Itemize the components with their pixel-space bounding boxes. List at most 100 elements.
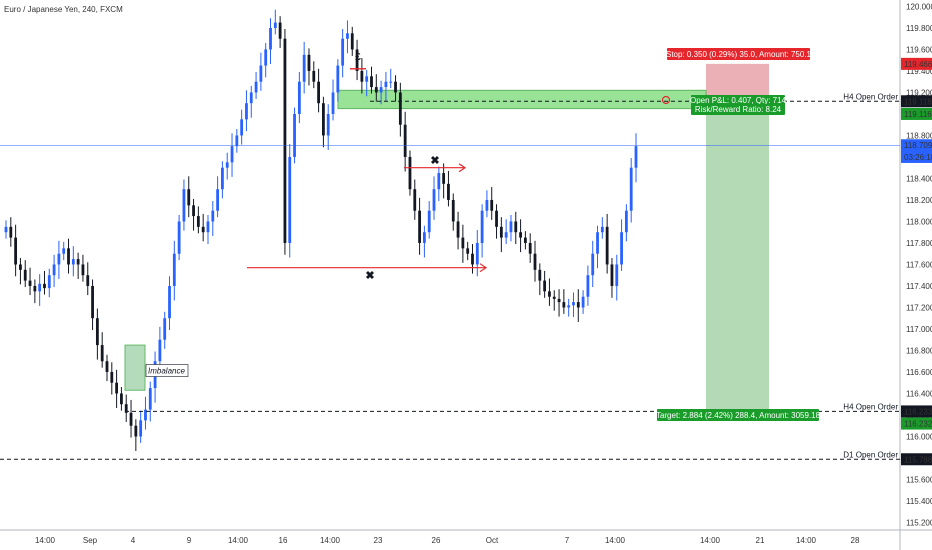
candle-body [600, 226, 604, 233]
d1-price-tag-bg [901, 453, 932, 466]
candle-body [283, 38, 287, 243]
x-tick-label: 23 [374, 536, 383, 545]
entry-price-tag-b-bg [901, 107, 932, 120]
candle-body [615, 264, 619, 286]
candle-body [634, 146, 638, 168]
candle-body [62, 248, 66, 254]
price-labels: Stop: 0.350 (0.29%) 35.0, Amount: 750.1 O… [656, 48, 932, 466]
candle-body [572, 302, 575, 306]
x-tick-label: Sep [83, 536, 98, 545]
candle-body [182, 189, 186, 222]
candle-body [4, 226, 8, 233]
candle-body [605, 226, 609, 265]
candle-body [254, 81, 258, 93]
candle-body [394, 81, 397, 93]
imbalance-label-box [145, 364, 189, 377]
candle-body [480, 210, 484, 243]
y-tick-label: 118.200 [906, 196, 932, 205]
x-tick-label: 14:00 [605, 536, 626, 545]
candle-body [317, 81, 320, 104]
candle-body [389, 81, 393, 83]
candle-body [557, 298, 561, 303]
y-tick-label: 116.400 [906, 389, 932, 398]
candle-body [139, 420, 143, 437]
candle-body [206, 221, 210, 233]
candle-body [350, 33, 354, 50]
candle-body [490, 199, 494, 211]
candle-body [148, 388, 152, 410]
open-pl-label-bg [691, 95, 785, 106]
candle-body [629, 167, 633, 211]
candle-body [245, 103, 248, 120]
order-line-label: H4 Open Order [843, 92, 898, 101]
candle-body [418, 210, 421, 243]
low-sweep-arrow-head [479, 263, 488, 273]
candle-body [447, 183, 450, 200]
x-tick-label: Oct [486, 536, 499, 545]
target-zone [706, 101, 769, 412]
candle-body [379, 87, 383, 93]
target-label-bg [657, 409, 819, 421]
candle-body [370, 76, 373, 88]
x-tick-label: 14:00 [35, 536, 56, 545]
candle-body [14, 237, 18, 265]
x-tick-label: 4 [131, 536, 136, 545]
candle-body [28, 280, 32, 286]
candle-body [19, 264, 22, 270]
candle-body [201, 226, 205, 233]
x-tick-label: 9 [187, 536, 192, 545]
y-tick-label: 116.800 [906, 346, 932, 355]
current-price-tag-bg [901, 139, 932, 152]
y-tick-label: 118.400 [906, 174, 932, 183]
candle-body [538, 269, 542, 281]
y-tick-label: 117.200 [906, 303, 932, 312]
candle-body [620, 232, 623, 265]
candle-body [528, 242, 532, 254]
candle-body [519, 232, 522, 238]
y-tick-label: 119.400 [906, 67, 932, 76]
y-tick-label: 120.000 [906, 2, 932, 11]
y-tick-label: 118.800 [906, 131, 932, 140]
x-tick-label: 26 [432, 536, 441, 545]
candle-body [196, 216, 200, 227]
candle-body [475, 242, 479, 265]
candle-body [365, 76, 369, 82]
candle-body [514, 221, 518, 233]
candle-body [581, 296, 585, 308]
candle-body [293, 113, 296, 157]
candle-body [471, 253, 474, 265]
time-axis[interactable]: 14:00 Sep 4 9 14:00 16 14:00 23 26 Oct 7 14:00 14:00… [35, 536, 860, 545]
candle-body [38, 283, 42, 292]
candle-body [177, 221, 181, 254]
candle-body [273, 22, 277, 28]
candle-body [240, 119, 244, 136]
candle-body [307, 54, 311, 71]
y-tick-label: 118.000 [906, 217, 932, 226]
candle-body [422, 232, 426, 243]
y-tick-label: 117.800 [906, 239, 932, 248]
x-tick-label: 14:00 [796, 536, 817, 545]
candle-body [163, 318, 167, 340]
candle-body [331, 92, 335, 114]
candle-body [211, 210, 215, 222]
candle-body [264, 49, 268, 66]
candle-body [461, 237, 465, 249]
candle-body [9, 226, 13, 238]
order-line-label: D1 Open Order [843, 450, 898, 459]
candle-body [134, 425, 138, 437]
candle-body [499, 226, 503, 238]
candle-body [259, 65, 263, 82]
target-price-tag-b-bg [901, 417, 932, 430]
open-pl-label: Open P&L: 0.407, Qty: 714 [690, 96, 787, 105]
candle-body [562, 302, 566, 308]
candle-body [442, 173, 446, 184]
candle-body [437, 173, 441, 190]
target-label: Target: 2.884 (2.42%) 288.4, Amount: 305… [656, 411, 821, 420]
target-price-tag-b: 116.232 [904, 420, 932, 429]
entry-price-tag-bg [901, 95, 932, 108]
candle-body [451, 199, 455, 222]
candle-body [591, 253, 595, 276]
current-price-tag: 118.709 [904, 141, 932, 150]
candle-body [235, 135, 239, 147]
